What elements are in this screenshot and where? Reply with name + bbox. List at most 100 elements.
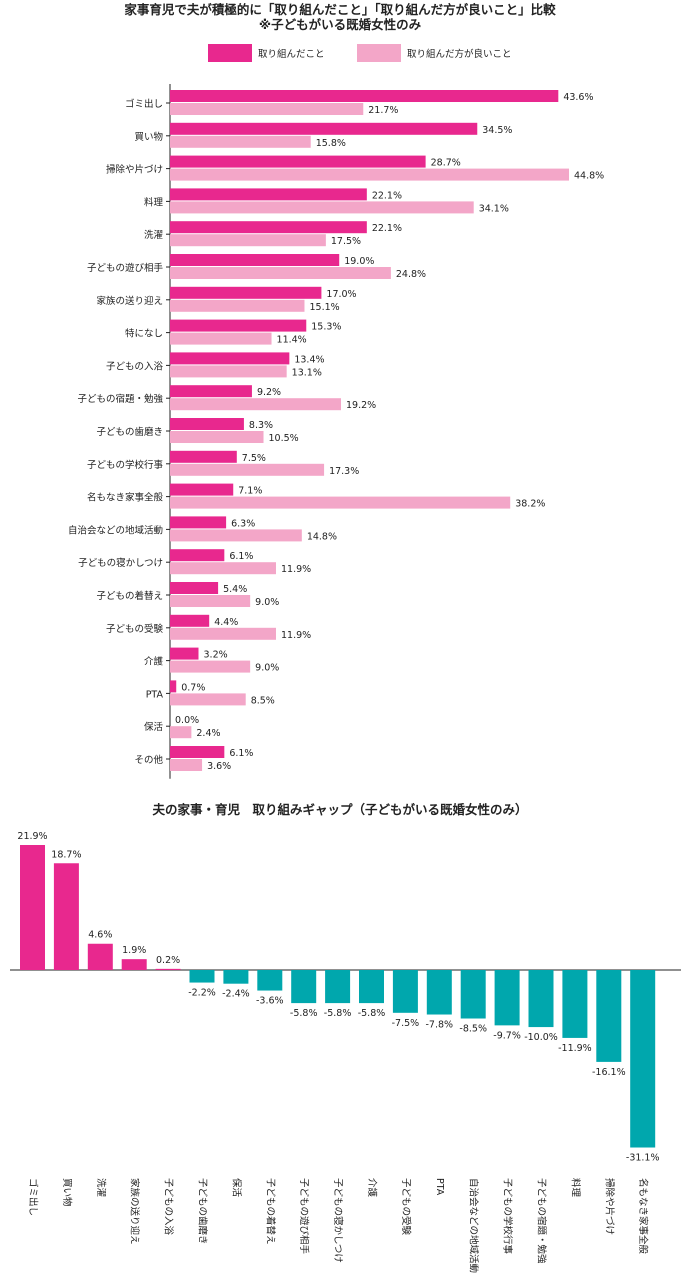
bar-done: [170, 254, 340, 266]
bar-better: [170, 463, 325, 476]
chart2-value-label: -7.8%: [426, 1020, 454, 1031]
bar-done: [170, 352, 290, 365]
chart2-value-label: 0.2%: [156, 955, 180, 966]
chart2-value-label: -9.7%: [493, 1030, 521, 1041]
bar-better: [170, 103, 364, 115]
gap-bar-negative: [325, 970, 351, 1004]
chart2-category-label: 洗濯: [95, 1178, 107, 1198]
bar-done: [170, 582, 219, 594]
chart1-category-label: 保活: [144, 721, 164, 733]
chart2-value-label: -11.9%: [558, 1043, 592, 1054]
chart1-category-label: 子どもの入浴: [106, 361, 164, 372]
chart1-category-label: 洗濯: [144, 229, 164, 241]
chart1-value-label: 15.8%: [316, 138, 346, 149]
gap-bar-positive: [53, 863, 79, 970]
bar-better: [170, 660, 251, 673]
bar-better: [170, 693, 246, 706]
bar-done: [170, 418, 244, 430]
bar-done: [170, 122, 478, 135]
chart1-category-label: 家族の送り迎え: [96, 295, 163, 307]
chart2-value-label: 18.7%: [51, 849, 81, 860]
chart1-category-label: 子どもの学校行事: [87, 459, 164, 471]
bar-better: [170, 299, 305, 312]
bar-better: [170, 168, 569, 181]
bar-better: [170, 759, 203, 771]
bar-done: [170, 746, 225, 758]
chart2-category-label: 子どもの着替え: [264, 1178, 276, 1245]
bar-done: [170, 385, 252, 398]
chart1-value-label: 28.7%: [431, 158, 461, 169]
gap-bar-positive: [155, 968, 181, 970]
chart1-category-label: 料理: [144, 196, 164, 208]
chart1-value-label: 17.3%: [329, 466, 359, 477]
gap-bar-negative: [562, 970, 588, 1038]
gap-bar-negative: [426, 970, 452, 1015]
chart2-category-label: 子どもの歯磨き: [197, 1178, 209, 1245]
chart1-value-label: 9.0%: [255, 597, 279, 608]
chart1-value-label: 15.1%: [309, 302, 339, 313]
bar-better: [170, 627, 276, 640]
chart2-category-label: 名もなき家事全般: [637, 1178, 649, 1255]
chart2-value-label: 21.9%: [17, 831, 47, 842]
bar-better: [170, 562, 276, 575]
bar-better: [170, 267, 391, 279]
chart1-value-label: 19.2%: [346, 400, 376, 411]
bar-better: [170, 529, 302, 542]
chart1-category-label: 子どもの着替え: [96, 590, 163, 602]
chart2-category-label: 掃除や片づけ: [603, 1178, 615, 1235]
chart2-value-label: -7.5%: [392, 1018, 420, 1029]
bar-better: [170, 595, 251, 607]
chart2-category-label: PTA: [434, 1178, 445, 1196]
chart1-value-label: 19.0%: [344, 256, 374, 267]
bar-done: [170, 319, 307, 332]
chart1-category-label: 子どもの受験: [106, 623, 164, 635]
chart1-subtitle: ※子どもがいる既婚女性のみ: [259, 17, 422, 32]
chart2-category-label: 子どもの遊び相手: [298, 1178, 310, 1255]
chart2-category-label: 子どもの入浴: [163, 1178, 174, 1236]
chart2-category-label: 料理: [569, 1178, 581, 1198]
chart1-value-label: 4.4%: [214, 617, 238, 628]
bar-better: [170, 135, 311, 148]
chart1-value-label: 6.1%: [229, 551, 253, 562]
chart2-category-label: ゴミ出し: [27, 1178, 39, 1216]
bar-done: [170, 90, 559, 102]
chart2-value-label: 4.6%: [88, 930, 112, 941]
chart1-value-label: 11.4%: [277, 335, 307, 346]
gap-bar-negative: [392, 970, 418, 1013]
chart2-category-label: 子どもの受験: [400, 1178, 412, 1236]
chart1-category-label: 子どもの遊び相手: [87, 262, 164, 274]
bar-done: [170, 188, 367, 201]
chart1-category-label: 介護: [144, 656, 164, 668]
chart1-category-label: 子どもの歯磨き: [96, 426, 163, 438]
chart2-category-label: 保活: [230, 1178, 242, 1198]
chart1-value-label: 9.2%: [257, 387, 281, 398]
gap-bar-negative: [189, 970, 215, 983]
bar-done: [170, 680, 177, 693]
chart1-value-label: 8.5%: [251, 695, 275, 706]
gap-bar-positive: [121, 959, 147, 970]
chart1-value-label: 13.4%: [294, 354, 324, 365]
bar-done: [170, 516, 227, 529]
chart1-value-label: 7.5%: [242, 453, 266, 464]
chart2-value-label: -8.5%: [459, 1024, 487, 1035]
chart1-category-label: 掃除や片づけ: [106, 164, 163, 176]
chart1-value-label: 22.1%: [372, 190, 402, 201]
gap-bar-positive: [87, 943, 113, 970]
legend-swatch-done: [208, 44, 252, 62]
chart1-value-label: 14.8%: [307, 531, 337, 542]
chart1-category-label: 買い物: [134, 131, 163, 143]
gap-bar-positive: [20, 845, 45, 970]
chart1-category-label: ゴミ出し: [125, 98, 163, 110]
bar-better: [170, 726, 192, 739]
gap-bar-negative: [460, 970, 486, 1019]
chart1-value-label: 11.9%: [281, 630, 311, 641]
chart2-value-label: 1.9%: [122, 945, 146, 956]
bar-done: [170, 647, 199, 660]
chart2-value-label: -5.8%: [324, 1008, 352, 1019]
chart1-value-label: 11.9%: [281, 564, 311, 575]
chart1-value-label: 44.8%: [574, 171, 604, 182]
gap-bar-negative: [596, 970, 622, 1062]
chart2-category-label: 買い物: [61, 1178, 73, 1207]
gap-bar-negative: [223, 970, 249, 984]
